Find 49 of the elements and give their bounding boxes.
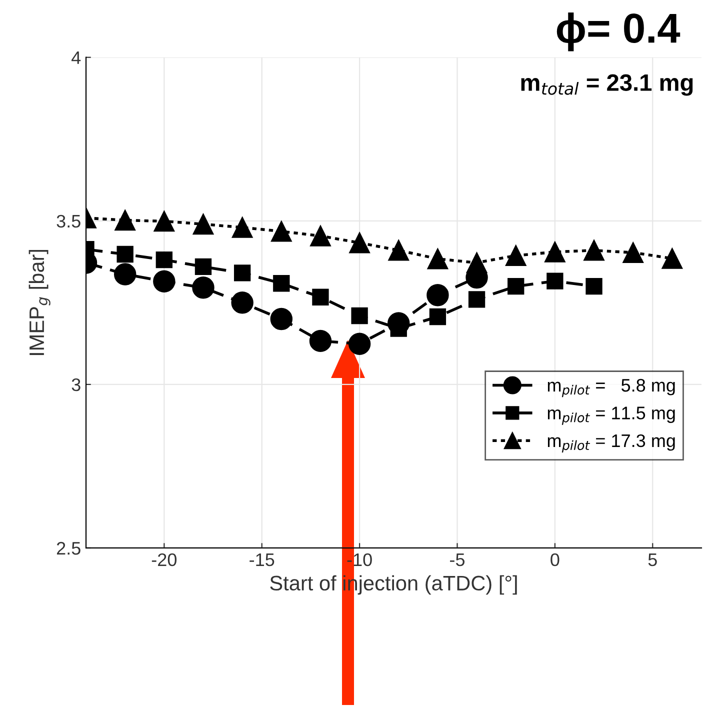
point <box>114 210 136 231</box>
point <box>270 308 293 330</box>
legend-label: m$_{pilot}$ = 11.5 mg <box>548 406 675 425</box>
point <box>505 245 526 266</box>
point <box>114 263 136 286</box>
point <box>348 332 371 355</box>
legend-label: m$_{pilot}$ = 17.3 mg <box>548 434 675 453</box>
point <box>429 308 446 326</box>
point <box>312 288 329 306</box>
point <box>349 232 370 254</box>
x-tick-label: -20 <box>152 553 177 566</box>
point <box>194 258 212 276</box>
point <box>231 292 254 314</box>
point <box>584 240 604 261</box>
text: ϕ= 0.4 <box>556 12 680 52</box>
annotation: m$_{total}$ = 23.1 mg <box>521 74 693 96</box>
y-tick-label: 2.5 <box>56 542 80 555</box>
y-axis-title: IMEP$_{g}$ [bar] <box>28 250 50 356</box>
y-tick-label: 4 <box>72 51 81 64</box>
y-tick-label: 3.5 <box>56 214 80 228</box>
x-tick-label: -5 <box>450 554 465 566</box>
point <box>192 214 214 235</box>
point <box>351 307 368 324</box>
point <box>468 291 486 308</box>
point <box>309 330 332 352</box>
point <box>508 278 524 295</box>
point <box>154 210 175 232</box>
point <box>586 278 602 295</box>
point <box>426 284 449 306</box>
point <box>427 248 448 270</box>
point <box>310 226 331 246</box>
point <box>270 220 292 242</box>
point <box>232 217 253 238</box>
x-tick-label: 5 <box>648 554 657 566</box>
point <box>388 240 410 261</box>
point <box>116 246 134 263</box>
x-tick-label: 0 <box>550 553 560 566</box>
legend-label: m$_{pilot}$ = 5.8 mg <box>548 378 675 398</box>
point <box>622 242 644 264</box>
point <box>662 248 683 269</box>
y-tick-label: 3 <box>72 378 80 392</box>
point <box>153 270 176 293</box>
point <box>192 276 214 299</box>
point <box>273 275 290 292</box>
point <box>234 264 251 282</box>
point <box>544 242 566 262</box>
point <box>156 251 172 268</box>
x-tick-label: -15 <box>250 554 274 566</box>
point <box>546 272 564 290</box>
